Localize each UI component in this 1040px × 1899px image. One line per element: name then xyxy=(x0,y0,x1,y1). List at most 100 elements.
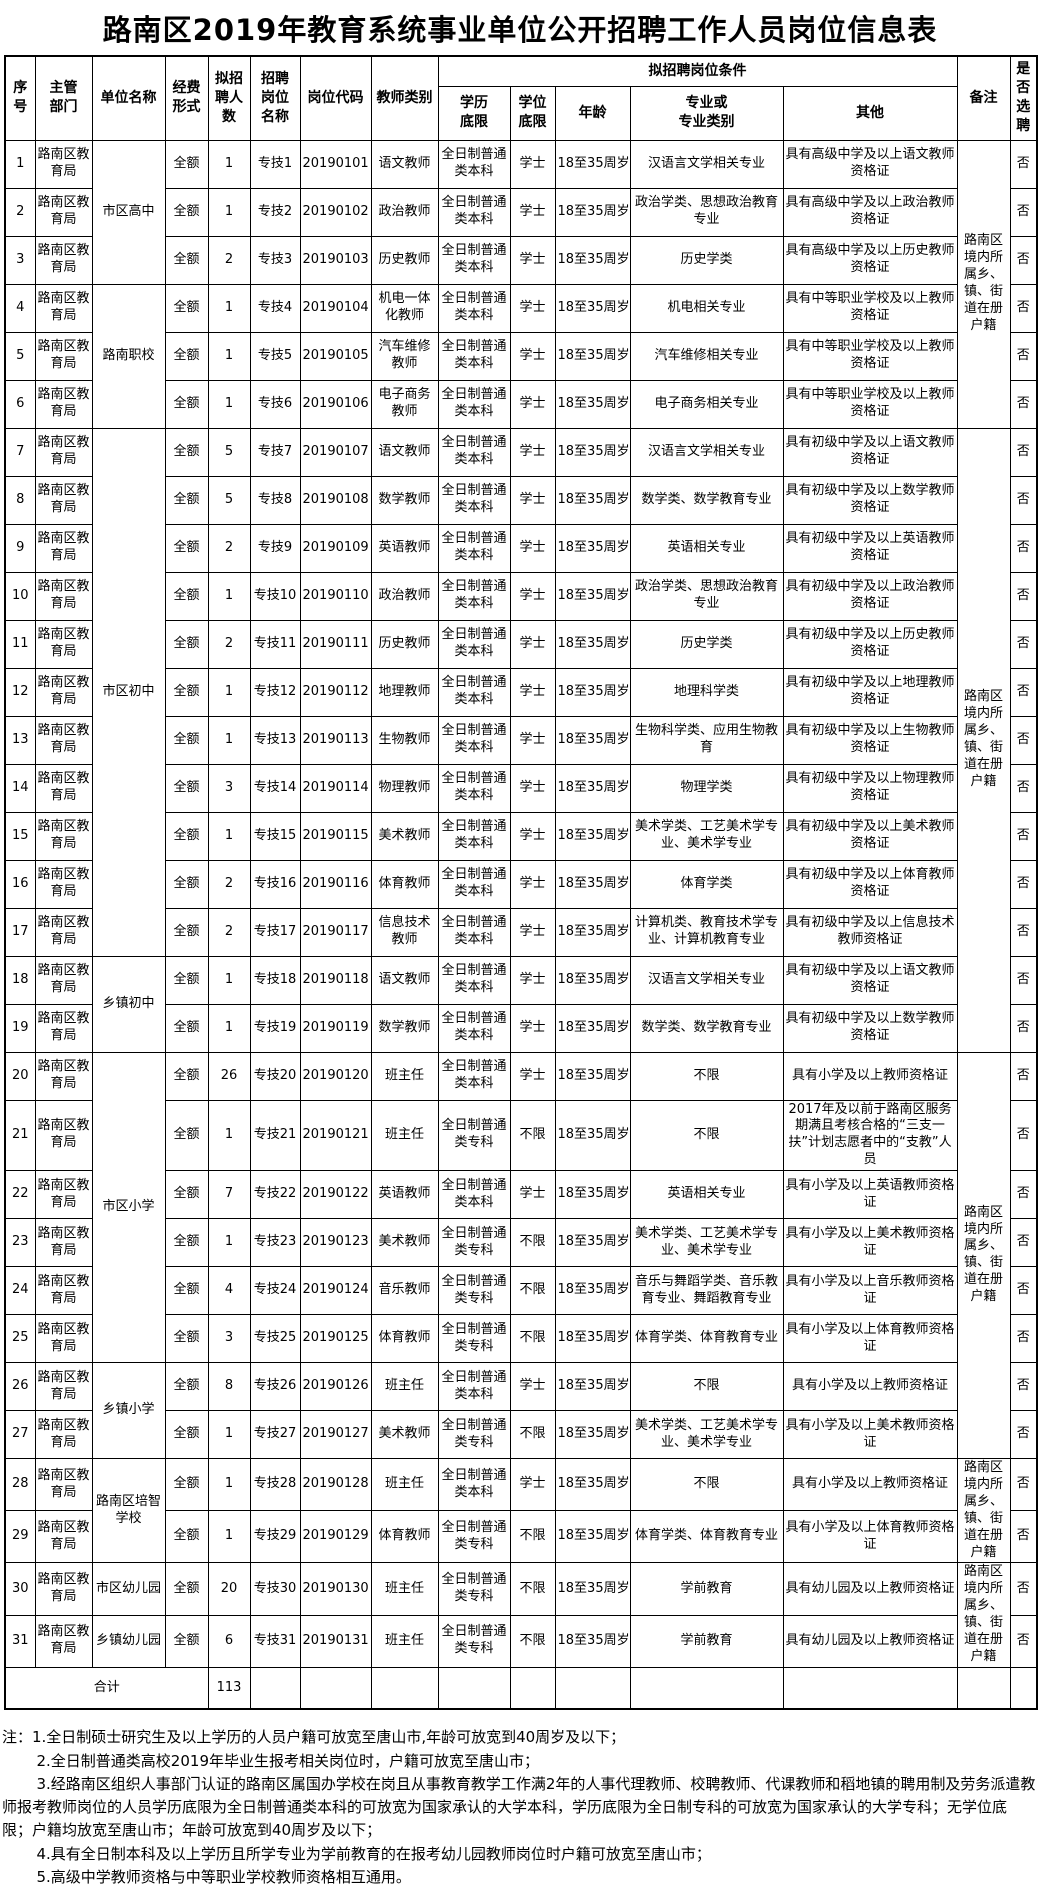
cell-code: 20190119 xyxy=(299,1003,372,1053)
cell-seq: 5 xyxy=(4,331,36,381)
cell-major: 不限 xyxy=(629,1051,784,1101)
cell-other: 具有初级中学及以上美术教师资格证 xyxy=(782,811,958,861)
cell-seq: 14 xyxy=(4,763,36,813)
cell-age: 18至35周岁 xyxy=(554,1099,631,1172)
cell-age: 18至35周岁 xyxy=(554,283,631,333)
cell-post: 专技31 xyxy=(249,1614,301,1668)
cell-count: 1 xyxy=(207,955,251,1005)
cell-select: 否 xyxy=(1009,1362,1038,1412)
cell-select: 否 xyxy=(1009,523,1038,573)
cell-degree: 学士 xyxy=(509,811,556,861)
cell-edu: 全日制普通类本科 xyxy=(437,475,511,525)
cell-seq: 18 xyxy=(4,955,36,1005)
cell-dept: 路南区教育局 xyxy=(34,667,93,717)
cell-code: 20190113 xyxy=(299,715,372,765)
cell-category: 语文教师 xyxy=(370,427,439,477)
cell-count: 1 xyxy=(207,1458,251,1512)
cell-fund: 全额 xyxy=(164,1170,209,1220)
cell-category: 数学教师 xyxy=(370,1003,439,1053)
cell-other: 具有初级中学及以上物理教师资格证 xyxy=(782,763,958,813)
cell-age: 18至35周岁 xyxy=(554,379,631,429)
cell-code: 20190117 xyxy=(299,907,372,957)
cell-degree: 不限 xyxy=(509,1218,556,1268)
cell-major: 学前教育 xyxy=(629,1562,784,1616)
cell-code: 20190128 xyxy=(299,1458,372,1512)
cell-age: 18至35周岁 xyxy=(554,1562,631,1616)
cell-unit: 市区高中 xyxy=(91,139,166,285)
cell-count: 1 xyxy=(207,811,251,861)
cell-seq: 24 xyxy=(4,1266,36,1316)
cell-fund: 全额 xyxy=(164,523,209,573)
cell-category: 班主任 xyxy=(370,1562,439,1616)
table-row: 14 路南区教育局 全额 3 专技14 20190114 物理教师 全日制普通类本科 学士 18至… xyxy=(4,763,1038,813)
cell-count: 6 xyxy=(207,1614,251,1668)
cell-major: 电子商务相关专业 xyxy=(629,379,784,429)
cell-unit: 乡镇幼儿园 xyxy=(91,1614,166,1668)
cell-degree: 学士 xyxy=(509,1051,556,1101)
cell-count: 1 xyxy=(207,139,251,189)
cell-post: 专技28 xyxy=(249,1458,301,1512)
cell-seq: 11 xyxy=(4,619,36,669)
cell-fund: 全额 xyxy=(164,1003,209,1053)
cell-remark: 路南区境内所属乡、镇、街道在册户籍 xyxy=(956,1051,1011,1460)
cell-dept: 路南区教育局 xyxy=(34,859,93,909)
table-row: 13 路南区教育局 全额 1 专技13 20190113 生物教师 全日制普通类本科 学士 18至… xyxy=(4,715,1038,765)
cell-major: 机电相关专业 xyxy=(629,283,784,333)
header-age: 年龄 xyxy=(554,85,631,141)
cell-post: 专技9 xyxy=(249,523,301,573)
cell-major: 音乐与舞蹈学类、音乐教育专业、舞蹈教育专业 xyxy=(629,1266,784,1316)
cell-degree: 学士 xyxy=(509,859,556,909)
cell-age: 18至35周岁 xyxy=(554,1218,631,1268)
cell-seq: 19 xyxy=(4,1003,36,1053)
cell-other: 具有初级中学及以上体育教师资格证 xyxy=(782,859,958,909)
cell-degree: 学士 xyxy=(509,667,556,717)
cell-code: 20190111 xyxy=(299,619,372,669)
cell-post: 专技6 xyxy=(249,379,301,429)
cell-count: 1 xyxy=(207,1218,251,1268)
cell-post: 专技21 xyxy=(249,1099,301,1172)
cell-dept: 路南区教育局 xyxy=(34,331,93,381)
cell-category: 历史教师 xyxy=(370,619,439,669)
cell-unit: 路南职校 xyxy=(91,283,166,429)
total-empty-cell xyxy=(1009,1666,1038,1710)
cell-remark: 路南区境内所属乡、镇、街道在册户籍 xyxy=(956,427,1011,1053)
total-empty-cell xyxy=(437,1666,511,1710)
table-row: 6 路南区教育局 全额 1 专技6 20190106 电子商务教师 全日制普通类本科 学士 18至… xyxy=(4,379,1038,429)
cell-select: 否 xyxy=(1009,571,1038,621)
cell-major: 历史学类 xyxy=(629,619,784,669)
cell-fund: 全额 xyxy=(164,1362,209,1412)
cell-dept: 路南区教育局 xyxy=(34,1614,93,1668)
header-major: 专业或 专业类别 xyxy=(629,85,784,141)
total-empty-cell xyxy=(370,1666,439,1710)
cell-category: 政治教师 xyxy=(370,187,439,237)
table-row: 19 路南区教育局 全额 1 专技19 20190119 数学教师 全日制普通类本科 学士 18至… xyxy=(4,1003,1038,1053)
cell-edu: 全日制普通类本科 xyxy=(437,955,511,1005)
cell-category: 地理教师 xyxy=(370,667,439,717)
cell-category: 政治教师 xyxy=(370,571,439,621)
cell-fund: 全额 xyxy=(164,763,209,813)
cell-age: 18至35周岁 xyxy=(554,1614,631,1668)
cell-category: 物理教师 xyxy=(370,763,439,813)
cell-seq: 17 xyxy=(4,907,36,957)
total-label: 合计 xyxy=(4,1666,209,1710)
cell-other: 具有初级中学及以上历史教师资格证 xyxy=(782,619,958,669)
cell-edu: 全日制普通类专科 xyxy=(437,1510,511,1564)
cell-category: 美术教师 xyxy=(370,1218,439,1268)
cell-post: 专技15 xyxy=(249,811,301,861)
table-row: 12 路南区教育局 全额 1 专技12 20190112 地理教师 全日制普通类本科 学士 18至… xyxy=(4,667,1038,717)
cell-category: 语文教师 xyxy=(370,955,439,1005)
cell-other: 具有中等职业学校及以上教师资格证 xyxy=(782,331,958,381)
cell-post: 专技14 xyxy=(249,763,301,813)
cell-major: 不限 xyxy=(629,1099,784,1172)
cell-other: 具有初级中学及以上生物教师资格证 xyxy=(782,715,958,765)
cell-degree: 学士 xyxy=(509,379,556,429)
cell-seq: 23 xyxy=(4,1218,36,1268)
cell-degree: 学士 xyxy=(509,283,556,333)
cell-major: 汉语言文学相关专业 xyxy=(629,955,784,1005)
cell-other: 具有初级中学及以上语文教师资格证 xyxy=(782,955,958,1005)
cell-other: 具有初级中学及以上数学教师资格证 xyxy=(782,1003,958,1053)
cell-degree: 学士 xyxy=(509,571,556,621)
cell-other: 具有高级中学及以上历史教师资格证 xyxy=(782,235,958,285)
cell-dept: 路南区教育局 xyxy=(34,1362,93,1412)
cell-major: 政治学类、思想政治教育专业 xyxy=(629,571,784,621)
